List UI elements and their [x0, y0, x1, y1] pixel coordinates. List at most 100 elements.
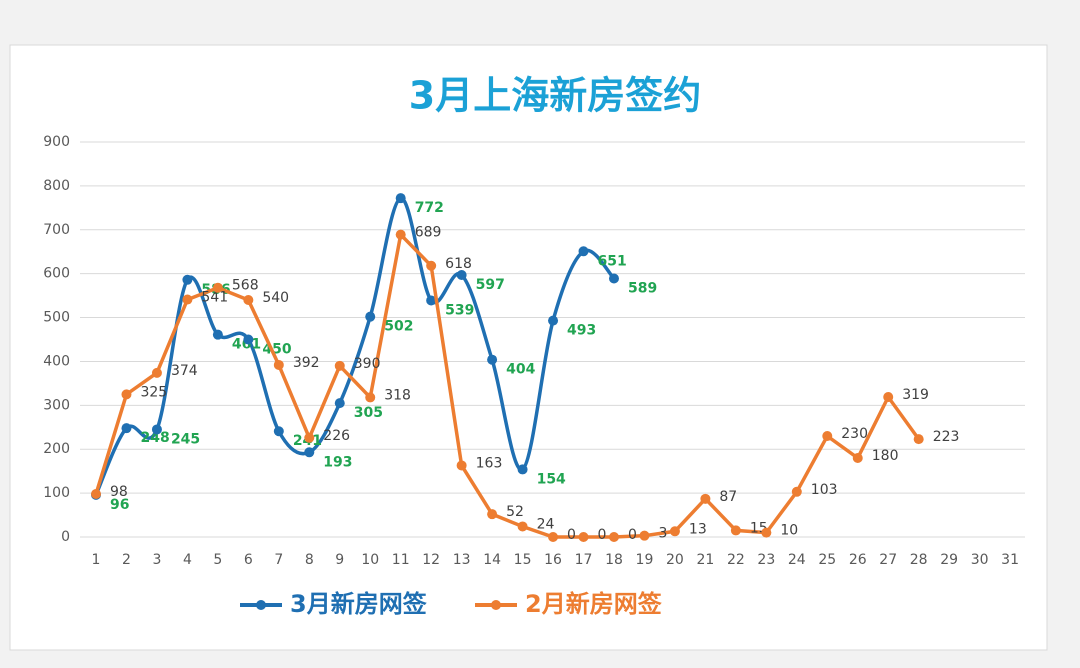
y-tick-label: 600: [43, 266, 70, 282]
x-tick-label: 5: [213, 552, 222, 568]
x-tick-label: 27: [879, 552, 897, 568]
data-point: [456, 269, 467, 280]
x-tick-label: 16: [544, 552, 562, 568]
data-point: [334, 398, 345, 409]
x-tick-label: 15: [514, 552, 532, 568]
data-label: 103: [811, 482, 838, 498]
data-label: 0: [628, 527, 637, 543]
data-label: 461: [232, 337, 261, 353]
x-tick-label: 22: [727, 552, 745, 568]
data-label: 98: [110, 484, 128, 500]
legend-label: 3月新房网签: [290, 590, 428, 618]
data-label: 248: [140, 430, 169, 446]
legend-marker: [491, 600, 501, 610]
y-tick-label: 800: [43, 178, 70, 194]
data-point: [426, 260, 437, 271]
data-label: 325: [140, 384, 167, 400]
data-label: 154: [537, 471, 566, 487]
data-label: 541: [201, 290, 228, 306]
x-tick-label: 18: [605, 552, 623, 568]
data-point: [822, 431, 833, 442]
data-point: [121, 389, 132, 400]
data-point: [578, 532, 589, 542]
data-point: [395, 229, 406, 240]
data-label: 0: [567, 527, 576, 543]
data-point: [913, 434, 924, 445]
y-tick-label: 400: [43, 353, 70, 369]
data-label: 13: [689, 521, 707, 537]
data-label: 223: [933, 429, 960, 445]
x-tick-label: 17: [575, 552, 593, 568]
x-tick-label: 2: [122, 552, 131, 568]
data-point: [548, 532, 559, 542]
data-label: 772: [415, 200, 444, 216]
data-point: [487, 509, 498, 520]
x-tick-label: 14: [483, 552, 501, 568]
x-tick-label: 10: [361, 552, 379, 568]
data-point: [608, 273, 619, 284]
data-label: 163: [476, 455, 503, 471]
x-tick-label: 24: [788, 552, 806, 568]
data-point: [212, 282, 223, 293]
data-point: [883, 391, 894, 402]
data-point: [365, 392, 376, 403]
x-tick-label: 6: [244, 552, 253, 568]
data-point: [151, 424, 162, 435]
data-label: 651: [598, 253, 627, 269]
y-tick-label: 200: [43, 441, 70, 457]
data-point: [608, 532, 619, 542]
x-tick-label: 26: [849, 552, 867, 568]
x-tick-label: 21: [696, 552, 714, 568]
data-label: 392: [293, 355, 320, 371]
data-point: [852, 453, 863, 463]
series-line: [94, 196, 616, 496]
data-point: [395, 193, 406, 204]
y-tick-label: 900: [43, 134, 70, 150]
data-label: 318: [384, 387, 411, 403]
x-tick-label: 1: [92, 552, 101, 568]
data-label: 230: [841, 426, 868, 442]
data-label: 3: [658, 526, 667, 542]
data-point: [761, 527, 772, 538]
data-label: 689: [415, 225, 442, 241]
data-point: [334, 360, 345, 371]
data-label: 568: [232, 278, 259, 294]
data-label: 540: [262, 290, 289, 306]
data-label: 597: [476, 277, 505, 293]
data-point: [121, 423, 132, 434]
data-label: 618: [445, 256, 472, 272]
data-label: 493: [567, 323, 596, 339]
x-tick-label: 23: [757, 552, 775, 568]
x-tick-label: 29: [940, 552, 958, 568]
x-tick-label: 8: [305, 552, 314, 568]
legend-label: 2月新房网签: [525, 590, 663, 618]
data-label: 226: [323, 428, 350, 444]
data-label: 10: [780, 523, 798, 539]
data-label: 24: [537, 516, 555, 532]
x-tick-label: 30: [971, 552, 989, 568]
data-label: 180: [872, 448, 899, 464]
data-label: 450: [262, 342, 291, 358]
chart-frame: [9, 44, 1048, 651]
x-tick-label: 25: [818, 552, 836, 568]
data-label: 96: [110, 497, 129, 513]
data-point: [487, 354, 498, 365]
series-line: [94, 230, 921, 539]
data-point: [669, 526, 680, 537]
data-point: [639, 530, 650, 541]
data-point: [578, 246, 589, 257]
x-tick-label: 28: [910, 552, 928, 568]
x-tick-label: 4: [183, 552, 192, 568]
data-point: [517, 464, 528, 475]
data-label: 193: [323, 454, 352, 470]
data-point: [426, 295, 437, 306]
data-point: [304, 432, 315, 443]
data-point: [791, 486, 802, 497]
data-label: 539: [445, 302, 474, 318]
x-tick-label: 3: [152, 552, 161, 568]
data-label: 374: [171, 363, 198, 379]
data-point: [304, 447, 315, 458]
data-label: 87: [719, 489, 737, 505]
y-tick-label: 500: [43, 310, 70, 326]
